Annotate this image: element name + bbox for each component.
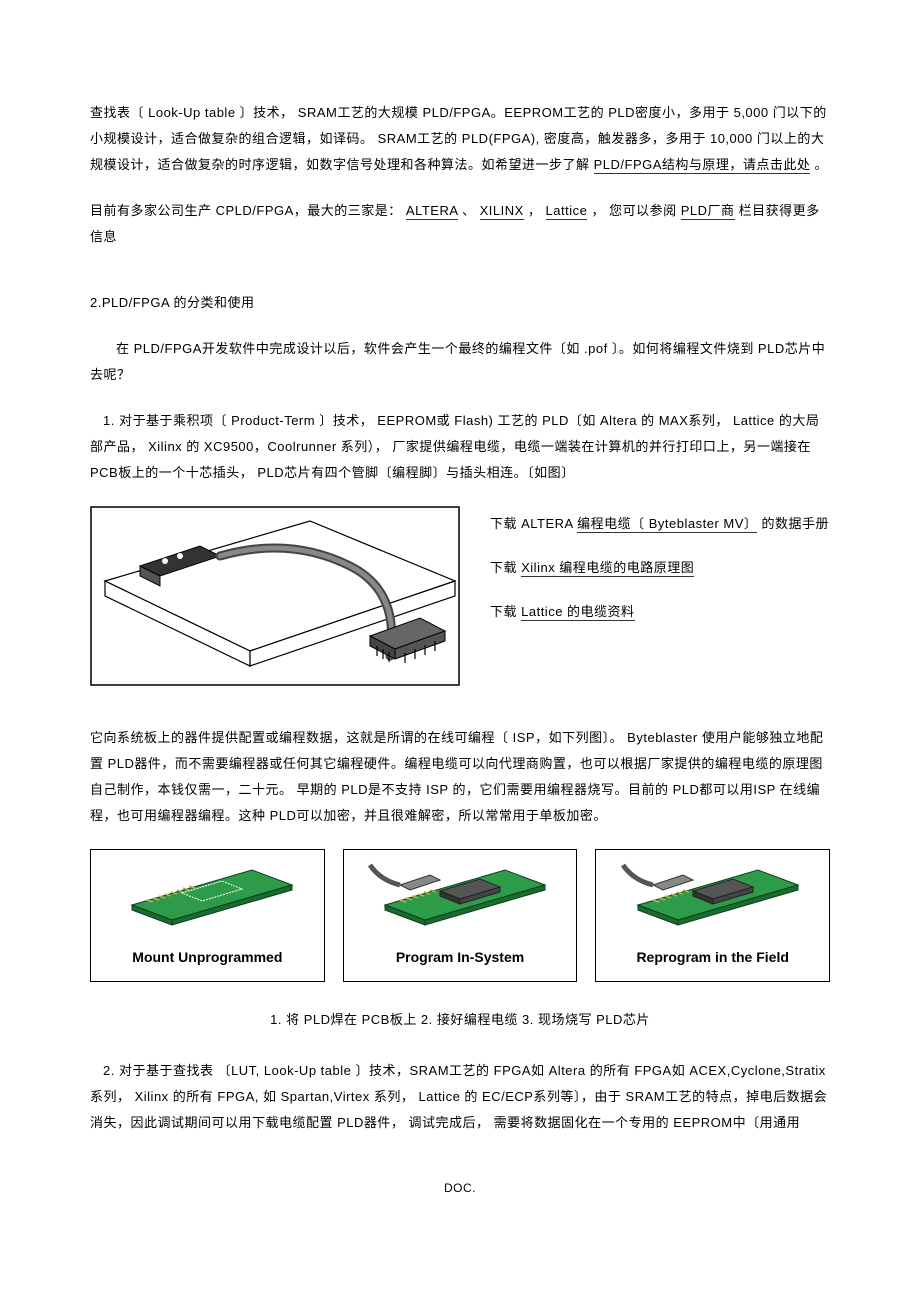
text: ， 您可以参阅 xyxy=(591,203,680,218)
section-2-title: 2.PLD/FPGA 的分类和使用 xyxy=(90,290,830,316)
cable-diagram xyxy=(90,506,460,695)
link-xilinx[interactable]: XILINX xyxy=(480,203,524,220)
link-lattice-cable-doc[interactable]: Lattice 的电缆资料 xyxy=(521,604,634,621)
text: ， xyxy=(528,203,542,218)
link-altera[interactable]: ALTERA xyxy=(406,203,458,220)
page-footer: DOC. xyxy=(90,1176,830,1200)
cable-download-links: 下载 ALTERA 编程电缆〔 Byteblaster MV〕 的数据手册 下载… xyxy=(490,506,830,643)
isp-box-program: Program In-System xyxy=(343,849,578,982)
link-xilinx-cable-schematic[interactable]: Xilinx 编程电缆的电路原理图 xyxy=(521,560,694,577)
paragraph-isp: 它向系统板上的器件提供配置或编程数据，这就是所谓的在线可编程〔 ISP，如下列图… xyxy=(90,725,830,829)
link-pld-vendor[interactable]: PLD厂商 xyxy=(681,203,735,220)
paragraph-pof-file: 在 PLD/FPGA开发软件中完成设计以后，软件会产生一个最终的编程文件〔如 .… xyxy=(90,336,830,388)
download-altera-cable: 下载 ALTERA 编程电缆〔 Byteblaster MV〕 的数据手册 xyxy=(490,511,830,537)
text: 目前有多家公司生产 CPLD/FPGA，最大的三家是： xyxy=(90,203,406,218)
cable-figure-row: 下载 ALTERA 编程电缆〔 Byteblaster MV〕 的数据手册 下载… xyxy=(90,506,830,695)
text: 、 xyxy=(462,203,476,218)
isp-caption-1: Mount Unprogrammed xyxy=(91,935,324,981)
isp-diagram-row: Mount Unprogrammed Progra xyxy=(90,849,830,982)
paragraph-vendors: 目前有多家公司生产 CPLD/FPGA，最大的三家是： ALTERA 、 XIL… xyxy=(90,198,830,250)
paragraph-product-term: 1. 对于基于乘积项〔 Product-Term 〕技术， EEPROM或 Fl… xyxy=(90,408,830,486)
isp-caption-3: Reprogram in the Field xyxy=(596,935,829,981)
download-lattice-cable: 下载 Lattice 的电缆资料 xyxy=(490,599,830,625)
link-byteblaster-mv[interactable]: 编程电缆〔 Byteblaster MV〕 xyxy=(577,516,757,533)
paragraph-lookup-table: 查找表〔 Look-Up table 〕技术， SRAM工艺的大规模 PLD/F… xyxy=(90,100,830,178)
download-xilinx-cable: 下载 Xilinx 编程电缆的电路原理图 xyxy=(490,555,830,581)
text: 。 xyxy=(815,157,829,172)
isp-caption-2: Program In-System xyxy=(344,935,577,981)
isp-box-reprogram: Reprogram in the Field xyxy=(595,849,830,982)
link-lattice[interactable]: Lattice xyxy=(546,203,588,220)
paragraph-lut-sram: 2. 对于基于查找表 〔LUT, Look-Up table 〕技术，SRAM工… xyxy=(90,1058,830,1136)
link-pld-fpga-structure[interactable]: PLD/FPGA结构与原理，请点击此处 xyxy=(594,157,811,174)
isp-steps-caption: 1. 将 PLD焊在 PCB板上 2. 接好编程电缆 3. 现场烧写 PLD芯片 xyxy=(90,1007,830,1033)
isp-box-mount: Mount Unprogrammed xyxy=(90,849,325,982)
